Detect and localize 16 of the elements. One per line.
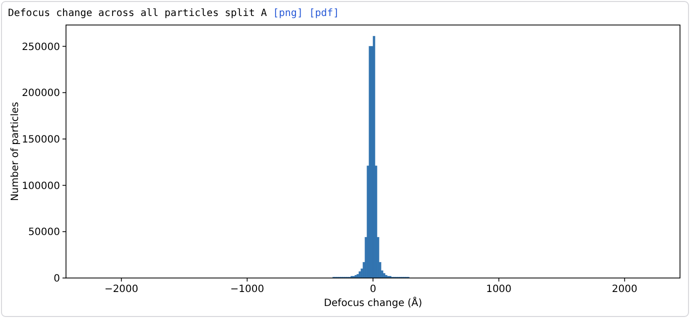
y-axis-title: Number of particles <box>10 102 21 202</box>
text: [png] <box>272 8 303 19</box>
text: [pdf] <box>309 8 340 19</box>
chart-title: Defocus change across all particles split A <box>8 8 267 19</box>
y-tick-label: 150000 <box>22 134 60 146</box>
y-tick-label: 100000 <box>22 180 60 192</box>
y-tick-label: 200000 <box>22 88 60 100</box>
x-tick-label: 2000 <box>612 284 638 295</box>
x-axis-title: Defocus change (Å) <box>324 296 422 309</box>
y-tick-label: 50000 <box>28 227 60 238</box>
y-tick-label: 0 <box>54 274 60 284</box>
x-tick-label: 0 <box>370 284 376 295</box>
x-tick-label: 1000 <box>486 284 512 295</box>
x-tick-label: −2000 <box>104 284 138 295</box>
y-tick-label: 250000 <box>22 42 60 53</box>
x-tick-label: −1000 <box>230 284 264 295</box>
